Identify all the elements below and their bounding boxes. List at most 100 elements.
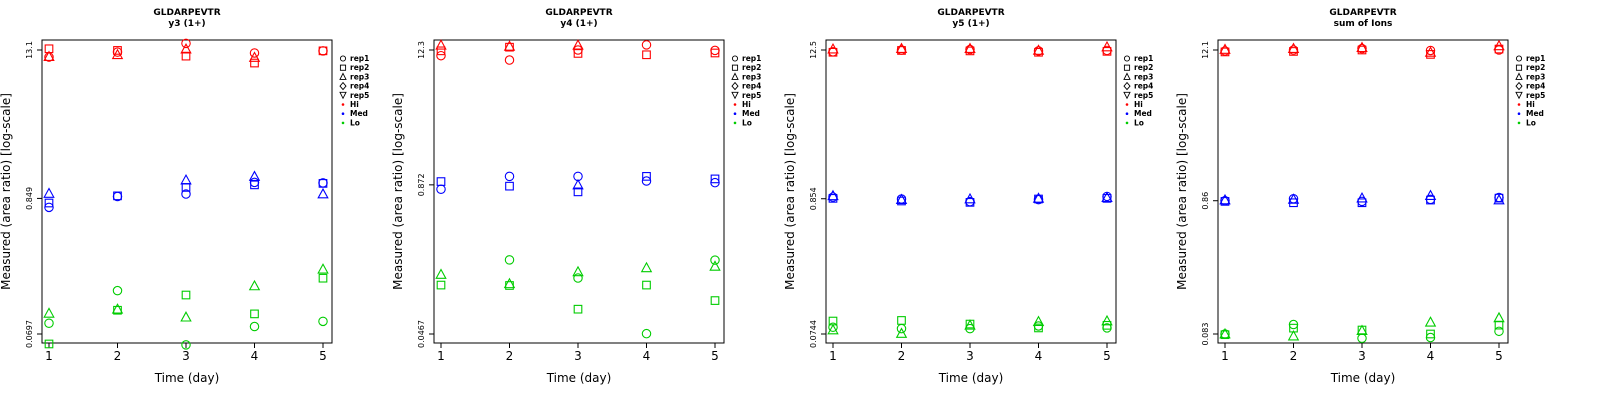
y-tick-label: 0.86 [1201,192,1210,210]
x-tick-label: 3 [574,349,582,363]
data-point-hi-rep1 [318,46,328,56]
data-point-hi-rep2 [1494,44,1504,54]
data-point-hi-rep1 [710,45,720,56]
data-point-lo-rep2 [1426,329,1435,339]
data-point-hi-rep2 [318,46,328,56]
data-point-med-rep3 [1219,193,1231,205]
legend-marker-rep4 [339,81,347,91]
data-point-hi-rep1 [436,50,446,61]
chart-title: GLDARPEVTR [545,8,612,18]
data-point-lo-rep1 [249,321,260,332]
legend-label-rep3: rep3 [1134,72,1153,81]
data-point-lo-rep3 [1219,327,1231,339]
legend-marker-rep3 [1123,72,1131,80]
plot-frame [825,39,1117,344]
legend-label-rep4: rep4 [1526,82,1545,91]
legend-dot-lo [1125,121,1129,125]
x-tick-label: 2 [898,349,906,363]
legend-label-rep5: rep5 [742,91,761,100]
legend-dot-med [1125,112,1129,115]
data-point-lo-rep3 [43,307,55,318]
chart-panel-2: GLDARPEVTR y4 (1+) 1 2 3 4 5 0.0467 0.872 12.3 Tim… [392,0,784,400]
legend-marker-rep1 [339,55,347,62]
legend-marker-rep5 [731,91,739,100]
data-point-med-rep2 [710,174,720,184]
y-axis-label: Measured (area ratio) [log-scale] [784,93,797,290]
data-point-lo-rep2 [1034,323,1043,333]
x-tick-label: 1 [829,349,837,363]
data-point-hi-rep3 [1032,44,1045,55]
legend-label-hi: Hi [350,100,359,109]
data-point-hi-rep2 [828,47,838,57]
data-point-hi-rep3 [248,51,261,62]
data-point-hi-rep2 [250,58,259,68]
legend-dot-hi [1125,103,1129,106]
data-point-med-rep3 [248,170,261,181]
legend-label-rep3: rep3 [742,72,761,81]
x-tick-label: 4 [1035,349,1043,363]
y-tick-label: 0.0697 [25,320,34,348]
legend-label-lo: Lo [742,118,752,127]
legend-label-hi: Hi [1526,100,1535,109]
data-point-hi-rep2 [1102,46,1112,56]
data-point-med-rep1 [504,171,515,182]
data-point-med-rep2 [642,172,651,181]
plot-frame [433,39,725,344]
y-tick-label: 12.5 [809,41,818,59]
data-point-hi-rep2 [436,46,446,56]
data-point-lo-rep3 [572,265,584,277]
legend-marker-rep1 [731,55,739,62]
data-point-lo-rep2 [318,273,328,283]
legend-dot-hi [1517,103,1521,106]
data-point-lo-rep3 [180,311,192,322]
data-point-lo-rep3 [435,268,447,279]
x-axis-label: Time (day) [154,371,220,385]
data-point-hi-rep3 [1493,39,1505,51]
chart-subtitle: y5 (1+) [952,19,989,29]
legend-label-rep4: rep4 [1134,82,1153,91]
legend-dot-lo [341,121,345,125]
chart-title: GLDARPEVTR [937,8,1004,18]
chart-panel-3: GLDARPEVTR y5 (1+) 1 2 3 4 5 0.0744 0.854 12.5 Tim… [784,0,1176,400]
legend-dot-med [733,112,737,115]
legend-marker-rep2 [1123,64,1131,71]
data-point-hi-rep3 [827,42,839,54]
data-point-lo-rep1 [710,255,720,265]
data-point-med-rep2 [1034,194,1043,204]
legend-label-lo: Lo [1134,118,1144,127]
data-point-lo-rep3 [503,277,516,289]
data-point-hi-rep3 [1287,42,1300,53]
legend-dot-hi [733,103,737,106]
data-point-med-rep3 [1424,189,1437,200]
data-point-hi-rep2 [710,48,720,58]
data-point-med-rep3 [1101,191,1113,203]
legend-label-lo: Lo [1526,118,1536,127]
y-tick-label: 0.0744 [809,320,818,348]
data-point-lo-rep3 [895,327,908,338]
legend-dot-lo [1517,121,1521,125]
y-tick-label: 12.3 [417,41,426,59]
data-point-lo-rep3 [964,319,976,330]
data-point-lo-rep3 [827,323,839,335]
x-tick-label: 3 [1358,349,1366,363]
data-point-hi-rep2 [505,42,514,52]
data-point-hi-rep2 [573,49,583,58]
data-point-hi-rep3 [964,42,976,54]
x-tick-label: 4 [1427,349,1435,363]
x-tick-label: 2 [114,349,122,363]
data-point-lo-rep3 [248,279,261,291]
data-point-hi-rep2 [113,46,122,55]
x-tick-label: 2 [1290,349,1298,363]
x-tick-label: 1 [45,349,53,363]
data-point-med-rep3 [827,189,839,201]
data-point-hi-rep3 [895,42,908,54]
data-point-lo-rep3 [640,261,653,273]
legend-label-rep3: rep3 [1526,72,1545,81]
legend-label-med: Med [742,109,760,118]
y-tick-label: 0.854 [809,187,818,210]
data-point-lo-rep1 [112,285,123,296]
legend-dot-med [1517,112,1521,115]
